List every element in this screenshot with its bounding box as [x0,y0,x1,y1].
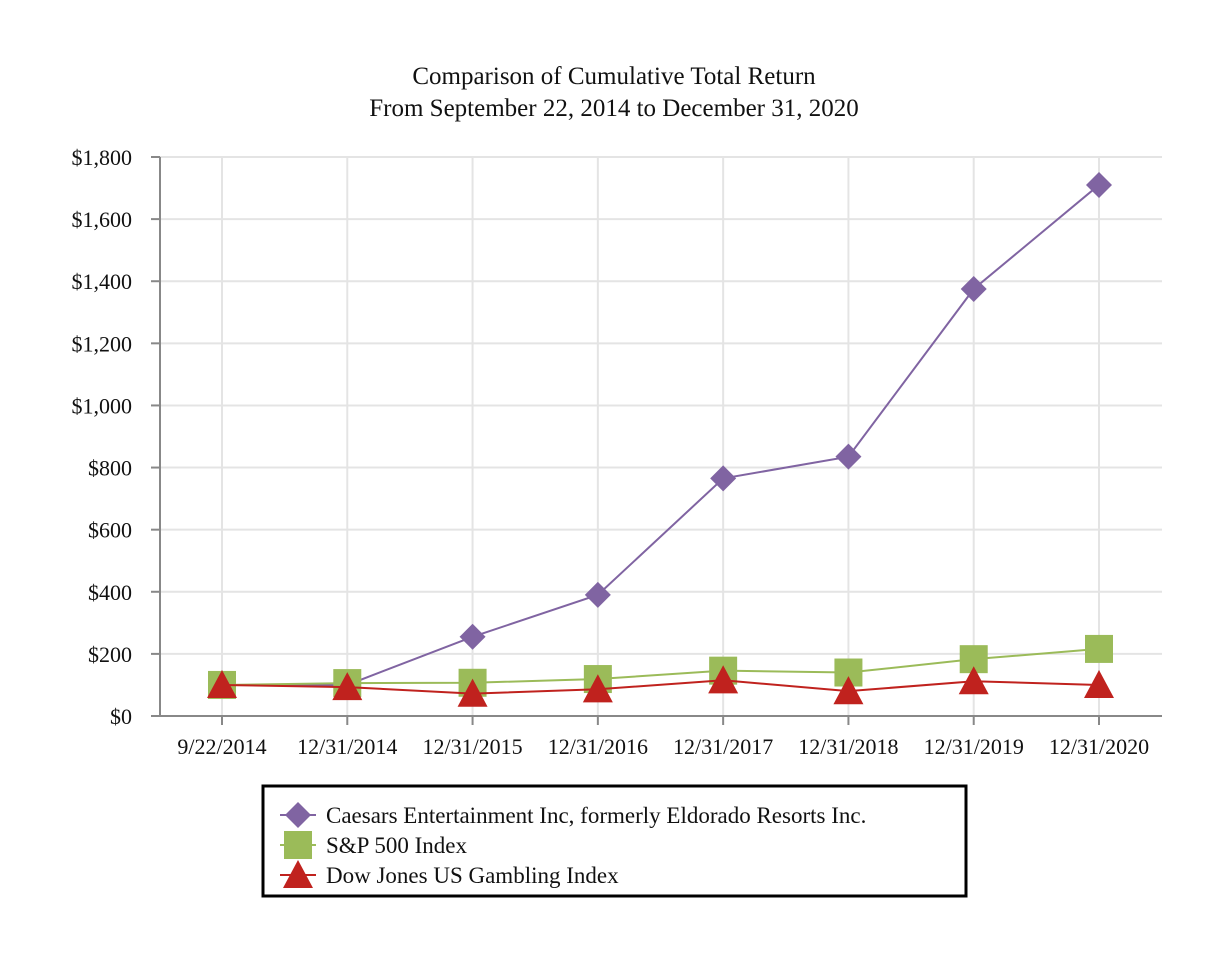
data-point-diamond [584,581,611,608]
data-point-triangle [958,666,989,695]
legend-label: S&P 500 Index [326,833,467,858]
data-point-triangle [582,674,613,703]
x-tick-label: 12/31/2018 [798,734,898,759]
y-tick-label: $1,200 [72,331,133,356]
y-tick-label: $600 [88,518,132,543]
y-tick-label: $200 [88,642,132,667]
data-point-diamond [459,623,486,650]
legend-box [261,784,968,898]
data-point-diamond [710,465,737,492]
y-tick-label: $1,800 [72,145,133,170]
series-line-square [221,647,1100,686]
y-tick-label: $1,400 [72,269,133,294]
series-triangle [207,665,1114,707]
data-point-triangle [1084,669,1114,698]
x-tick-label: 9/22/2014 [177,734,266,759]
grid-lines [160,156,1162,716]
x-tick-label: 12/31/2017 [673,734,773,759]
x-tick-label: 12/31/2020 [1049,734,1149,759]
series-line-diamond [222,184,1100,686]
x-tick-label: 12/31/2019 [924,734,1024,759]
chart-title: Comparison of Cumulative Total Return [412,63,816,90]
axes [151,156,1162,725]
y-tick-label: $0 [110,704,132,729]
legend-marker-diamond [285,802,311,828]
x-axis-tick-labels: 9/22/2014 12/31/2014 12/31/2015 12/31/2016 1… [177,734,1149,759]
y-tick-label: $1,600 [72,207,133,232]
data-point-triangle [708,665,739,694]
legend-marker-triangle [283,860,313,889]
data-point-triangle [207,669,237,698]
series-line-triangle [221,679,1100,695]
data-point-diamond [960,275,987,302]
data-point-diamond [1086,171,1112,198]
data-point-triangle [332,672,363,701]
legend-label: Caesars Entertainment Inc, formerly Eldo… [326,803,866,828]
legend-marker-square [284,831,312,859]
data-point-triangle [833,676,864,705]
chart-subtitle: From September 22, 2014 to December 31, … [369,95,859,122]
legend-label: Dow Jones US Gambling Index [326,863,619,888]
y-tick-label: $800 [88,456,132,481]
y-tick-label: $1,000 [72,393,133,418]
x-tick-label: 12/31/2015 [422,734,522,759]
legend: Caesars Entertainment Inc, formerly Eldo… [261,784,968,898]
data-series [207,171,1114,707]
x-tick-label: 12/31/2014 [297,734,397,759]
data-point-diamond [835,443,862,470]
y-axis-tick-labels: $0 $200 $400 $600 $800 $1,000 $1,200 $1,400 $1,6… [72,145,133,729]
data-point-square [1085,634,1113,663]
y-tick-label: $400 [88,580,132,605]
series-diamond [209,171,1112,698]
x-tick-label: 12/31/2016 [548,734,648,759]
data-point-triangle [457,678,488,707]
